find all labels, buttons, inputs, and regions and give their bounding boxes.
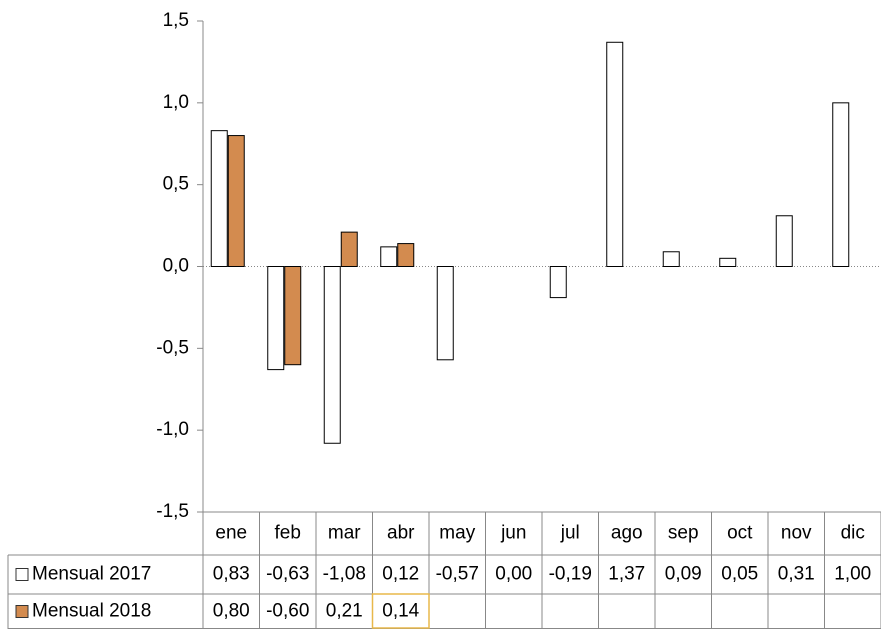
x-tick-label: oct [727,523,753,544]
bar [606,41,624,267]
bar [775,215,793,268]
bar [719,257,737,268]
x-tick-label: ago [611,523,643,544]
bar [436,266,454,361]
value-label: 0,05 [721,564,758,585]
y-tick-label: -0,5 [156,337,189,358]
bar [380,246,398,267]
y-tick-label: 0,5 [163,174,189,195]
bar [210,130,228,267]
bar [662,251,680,268]
legend-label: Mensual 2017 [32,564,151,585]
y-tick-label: -1,5 [156,501,189,522]
x-tick-label: jul [560,523,580,544]
value-label: 1,00 [834,564,871,585]
x-tick-label: dic [841,523,865,544]
value-label: -0,57 [436,564,479,585]
bar [832,102,850,268]
y-tick-label: -1,0 [156,419,189,440]
legend-swatch [15,568,29,581]
value-label: 0,12 [382,564,419,585]
x-tick-label: nov [781,523,812,544]
value-label: 0,83 [213,564,250,585]
value-label: -0,63 [266,564,309,585]
value-label: -0,60 [266,601,309,622]
value-label: -1,08 [323,564,366,585]
bar [284,266,302,366]
x-tick-label: feb [275,523,301,544]
bar [267,266,285,371]
y-tick-label: 1,0 [163,92,189,113]
bar [340,231,358,268]
value-label: -0,19 [549,564,592,585]
bar [323,266,341,444]
value-label: 0,21 [326,601,363,622]
cell-highlight [371,593,430,629]
value-label: 1,37 [608,564,645,585]
bar [227,135,245,267]
value-label: 0,09 [665,564,702,585]
y-tick-label: 0,0 [163,256,189,277]
x-tick-label: sep [668,523,699,544]
bar [549,266,567,299]
legend-swatch [15,605,29,618]
value-label: 0,00 [495,564,532,585]
y-tick-label: 1,5 [163,10,189,31]
value-label: 0,80 [213,601,250,622]
x-tick-label: jun [500,523,526,544]
x-tick-label: may [439,523,475,544]
x-tick-label: mar [328,523,361,544]
value-label: 0,31 [778,564,815,585]
bar [397,243,415,268]
x-tick-label: abr [387,523,415,544]
value-label: 0,14 [382,601,419,622]
legend-label: Mensual 2018 [32,601,151,622]
x-tick-label: ene [215,523,247,544]
